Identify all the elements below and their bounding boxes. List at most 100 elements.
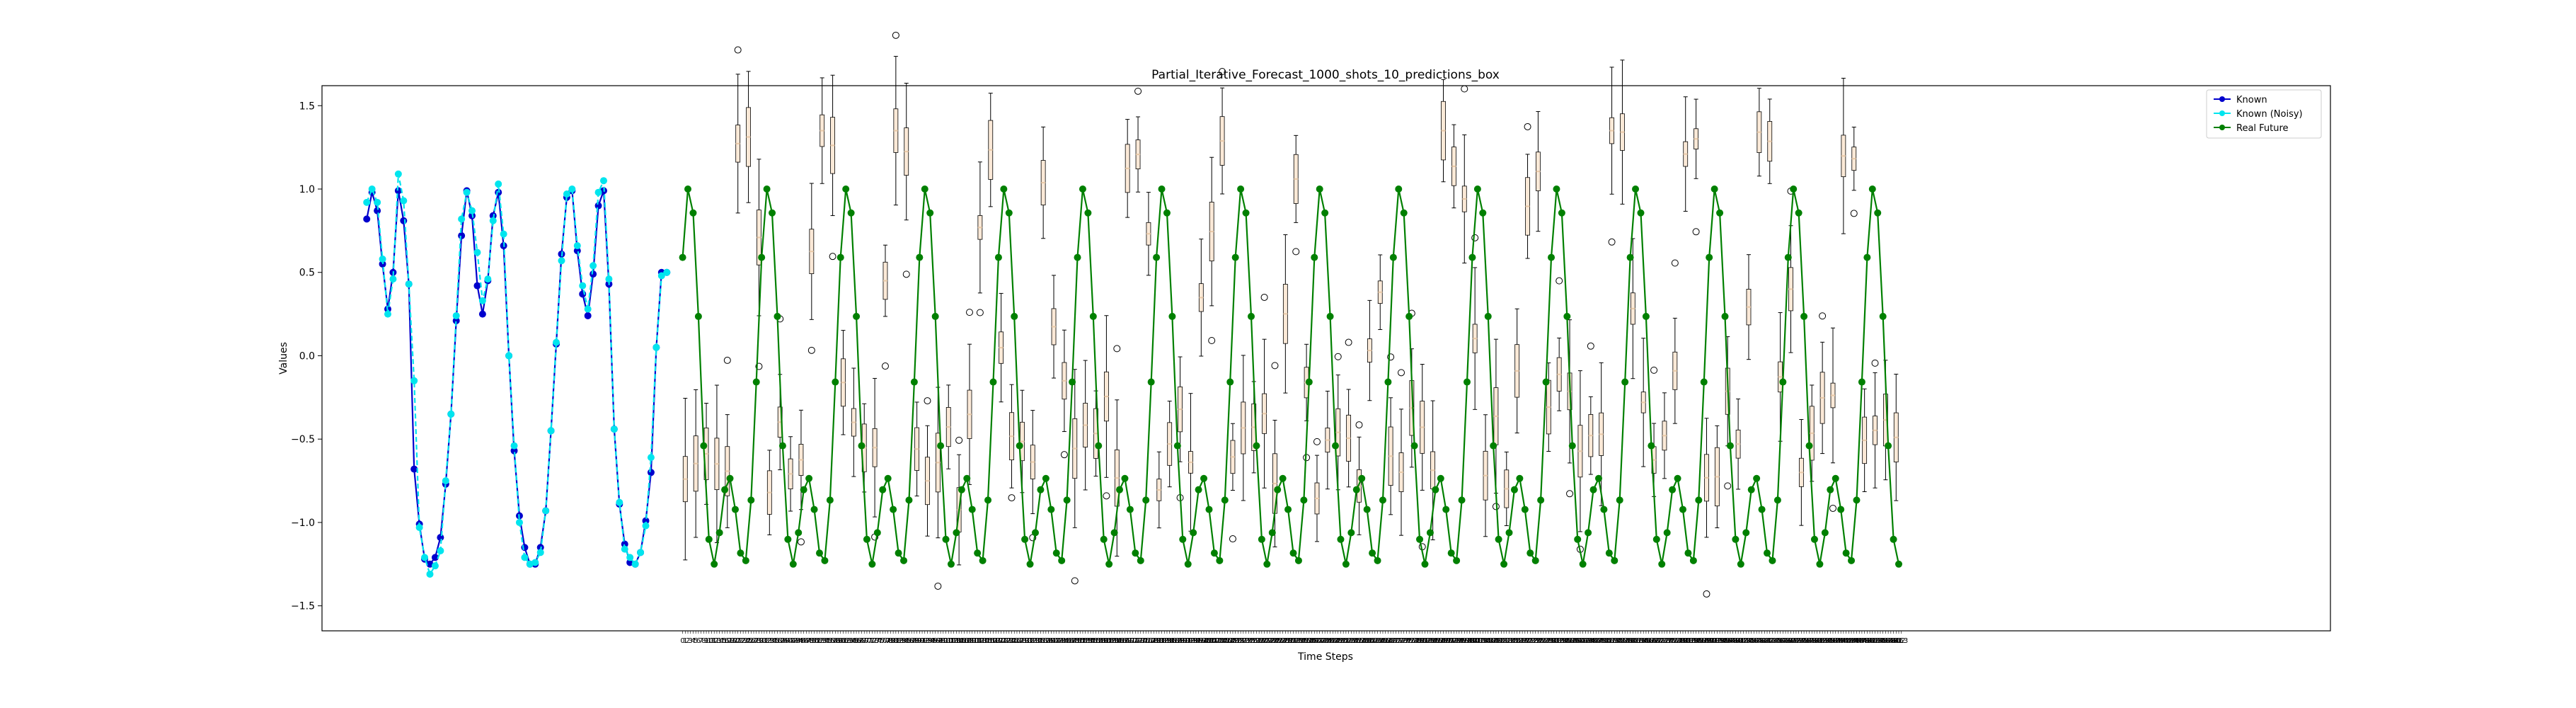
- x-tick-label: 331: [1547, 637, 1560, 645]
- x-tick-label: 330: [1544, 637, 1558, 645]
- x-tick-label: 3: [689, 637, 693, 645]
- box-outlier: [1398, 369, 1405, 377]
- known-noisy-point: [447, 410, 455, 418]
- x-tick-label: 72: [868, 637, 877, 645]
- real-future-point: [1347, 529, 1355, 537]
- known-noisy-point: [563, 190, 570, 198]
- real-future-point: [1594, 474, 1602, 482]
- x-tick-label: 246: [1323, 637, 1337, 645]
- real-future-point: [984, 496, 992, 504]
- real-future-point: [836, 253, 844, 261]
- x-tick-label: 225: [1268, 637, 1282, 645]
- x-tick-label: 374: [1660, 637, 1674, 645]
- x-tick-label: 372: [1655, 637, 1669, 645]
- x-tick-label: 185: [1163, 637, 1176, 645]
- x-tick-label: 174: [1134, 637, 1147, 645]
- x-tick-label: 352: [1602, 637, 1616, 645]
- y-axis: −1.5 −1.0 −0.5 0.0 0.5 1.0 1.5: [291, 101, 322, 612]
- x-tick-label: 217: [1247, 637, 1260, 645]
- real-future-point: [721, 486, 729, 493]
- real-future-point: [1342, 560, 1350, 568]
- box-outlier: [1587, 342, 1594, 350]
- known-point: [437, 534, 444, 542]
- real-future-point: [1779, 378, 1787, 386]
- x-tick-label: 180: [1150, 637, 1163, 645]
- real-future-point: [900, 556, 908, 564]
- real-future-point: [1205, 506, 1213, 513]
- x-tick-label: 21: [733, 637, 742, 645]
- known-noisy-point: [605, 275, 613, 283]
- known-noisy-point: [478, 297, 486, 304]
- real-future-point: [1316, 185, 1323, 193]
- x-tick-label: 373: [1657, 637, 1671, 645]
- x-tick-label: 461: [1890, 637, 1903, 645]
- real-future-point: [1853, 496, 1861, 504]
- x-tick-label: 247: [1326, 637, 1340, 645]
- x-tick-label: 368: [1645, 637, 1658, 645]
- x-tick-label: 406: [1744, 637, 1758, 645]
- x-tick-label: 442: [1839, 637, 1853, 645]
- real-future-point: [1200, 474, 1208, 482]
- real-future-point: [916, 253, 924, 261]
- real-future-point: [1405, 312, 1413, 320]
- real-future-point: [1184, 560, 1192, 568]
- x-tick-label: 375: [1663, 637, 1677, 645]
- x-tick-label: 361: [1626, 637, 1640, 645]
- x-tick-label: 304: [1476, 637, 1490, 645]
- x-tick-label: 210: [1229, 637, 1242, 645]
- box-outlier: [1103, 492, 1110, 500]
- real-future-point: [700, 442, 708, 450]
- x-tick-label: 228: [1276, 637, 1289, 645]
- x-tick-label: 385: [1689, 637, 1703, 645]
- x-tick-label: 106: [955, 637, 968, 645]
- real-future-point: [1758, 506, 1766, 513]
- x-tick-label: 230: [1282, 637, 1295, 645]
- x-tick-label: 403: [1737, 637, 1750, 645]
- x-tick-label: 144: [1055, 637, 1069, 645]
- x-tick-label: 260: [1360, 637, 1374, 645]
- x-tick-label: 6: [696, 637, 701, 645]
- x-tick-label: 285: [1426, 637, 1439, 645]
- x-tick-label: 5: [694, 637, 698, 645]
- x-tick-label: 165: [1110, 637, 1124, 645]
- real-future-point: [1437, 474, 1444, 482]
- chart-title: Partial_Iterative_Forecast_1000_shots_10…: [1151, 68, 1500, 82]
- real-future-point: [1410, 442, 1418, 450]
- real-future-point: [1500, 560, 1508, 568]
- x-tick-label: 398: [1723, 637, 1737, 645]
- x-tick-label: 208: [1224, 637, 1237, 645]
- known-point: [521, 544, 529, 552]
- x-tick-label: 455: [1873, 637, 1887, 645]
- real-future-point: [1626, 253, 1634, 261]
- x-tick-label: 233: [1289, 637, 1303, 645]
- box-outlier: [1060, 451, 1068, 459]
- x-tick-label: 197: [1195, 637, 1208, 645]
- x-tick-label: 52: [815, 637, 824, 645]
- x-tick-label: 432: [1813, 637, 1827, 645]
- real-future-point: [715, 529, 723, 537]
- x-tick-label: 400: [1729, 637, 1742, 645]
- real-future-point: [1521, 506, 1529, 513]
- box-outlier: [1608, 238, 1616, 246]
- known-noisy-point: [489, 217, 497, 224]
- x-tick-label: 112: [971, 637, 984, 645]
- x-tick-label: 79: [886, 637, 895, 645]
- x-tick-label: 450: [1861, 637, 1874, 645]
- x-tick-label: 153: [1079, 637, 1092, 645]
- legend-noisy-marker: [2219, 110, 2225, 116]
- known-noisy-point: [379, 255, 386, 263]
- real-future-point: [1374, 556, 1381, 564]
- x-tick-label: 189: [1173, 637, 1187, 645]
- known-point: [584, 312, 592, 319]
- x-tick-label: 104: [950, 637, 963, 645]
- real-future-point: [1268, 529, 1276, 537]
- real-future-point: [1231, 253, 1239, 261]
- x-tick-label: 420: [1781, 637, 1795, 645]
- x-tick-label: 388: [1697, 637, 1710, 645]
- x-tick-label: 132: [1023, 637, 1037, 645]
- real-future-point: [1089, 312, 1097, 320]
- legend-noisy-label: Known (Noisy): [2236, 109, 2303, 120]
- box-outlier: [1229, 535, 1236, 543]
- x-tick-label: 252: [1339, 637, 1352, 645]
- real-future-point: [1447, 549, 1455, 557]
